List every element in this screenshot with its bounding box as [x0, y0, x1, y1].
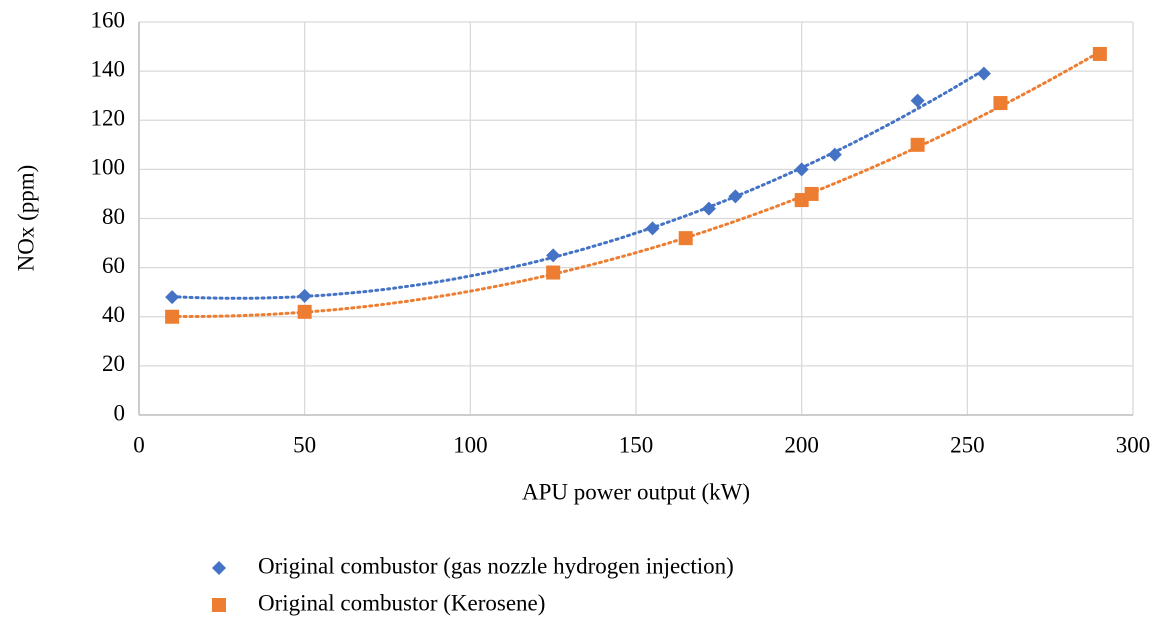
point: [546, 265, 561, 280]
y-tick-label: 0: [114, 400, 126, 425]
y-tick-label: 80: [102, 204, 125, 229]
trendline: [170, 68, 986, 300]
y-axis-label: NOx (ppm): [13, 165, 38, 272]
point: [165, 309, 180, 324]
point: [165, 290, 180, 305]
point: [678, 231, 693, 246]
legend-marker: [212, 561, 226, 575]
y-tick-label: 40: [102, 302, 125, 327]
point: [976, 66, 991, 81]
x-tick-label: 0: [133, 432, 145, 457]
point: [827, 147, 842, 162]
point: [297, 304, 312, 319]
legend-label: Original combustor (Kerosene): [258, 590, 545, 615]
point: [804, 186, 819, 201]
y-tick-label: 140: [91, 56, 126, 81]
x-axis-label: APU power output (kW): [522, 479, 750, 504]
legend-marker: [212, 598, 226, 612]
point: [701, 201, 716, 216]
x-tick-label: 200: [784, 432, 819, 457]
x-tick-label: 50: [293, 432, 316, 457]
trendline: [170, 50, 1102, 318]
point: [910, 137, 925, 152]
point: [794, 162, 809, 177]
point: [910, 93, 925, 108]
x-tick-label: 300: [1116, 432, 1151, 457]
y-tick-label: 160: [91, 7, 126, 32]
point: [645, 221, 660, 236]
y-tick-label: 60: [102, 253, 125, 278]
y-tick-label: 120: [91, 106, 126, 131]
point: [728, 189, 743, 204]
legend-label: Original combustor (gas nozzle hydrogen …: [258, 553, 734, 578]
y-tick-label: 100: [91, 155, 126, 180]
x-tick-label: 100: [453, 432, 488, 457]
point: [1092, 46, 1107, 61]
point: [546, 248, 561, 263]
x-tick-label: 250: [950, 432, 985, 457]
point: [297, 288, 312, 303]
x-tick-label: 150: [619, 432, 654, 457]
point: [993, 96, 1008, 111]
y-tick-label: 20: [102, 351, 125, 376]
